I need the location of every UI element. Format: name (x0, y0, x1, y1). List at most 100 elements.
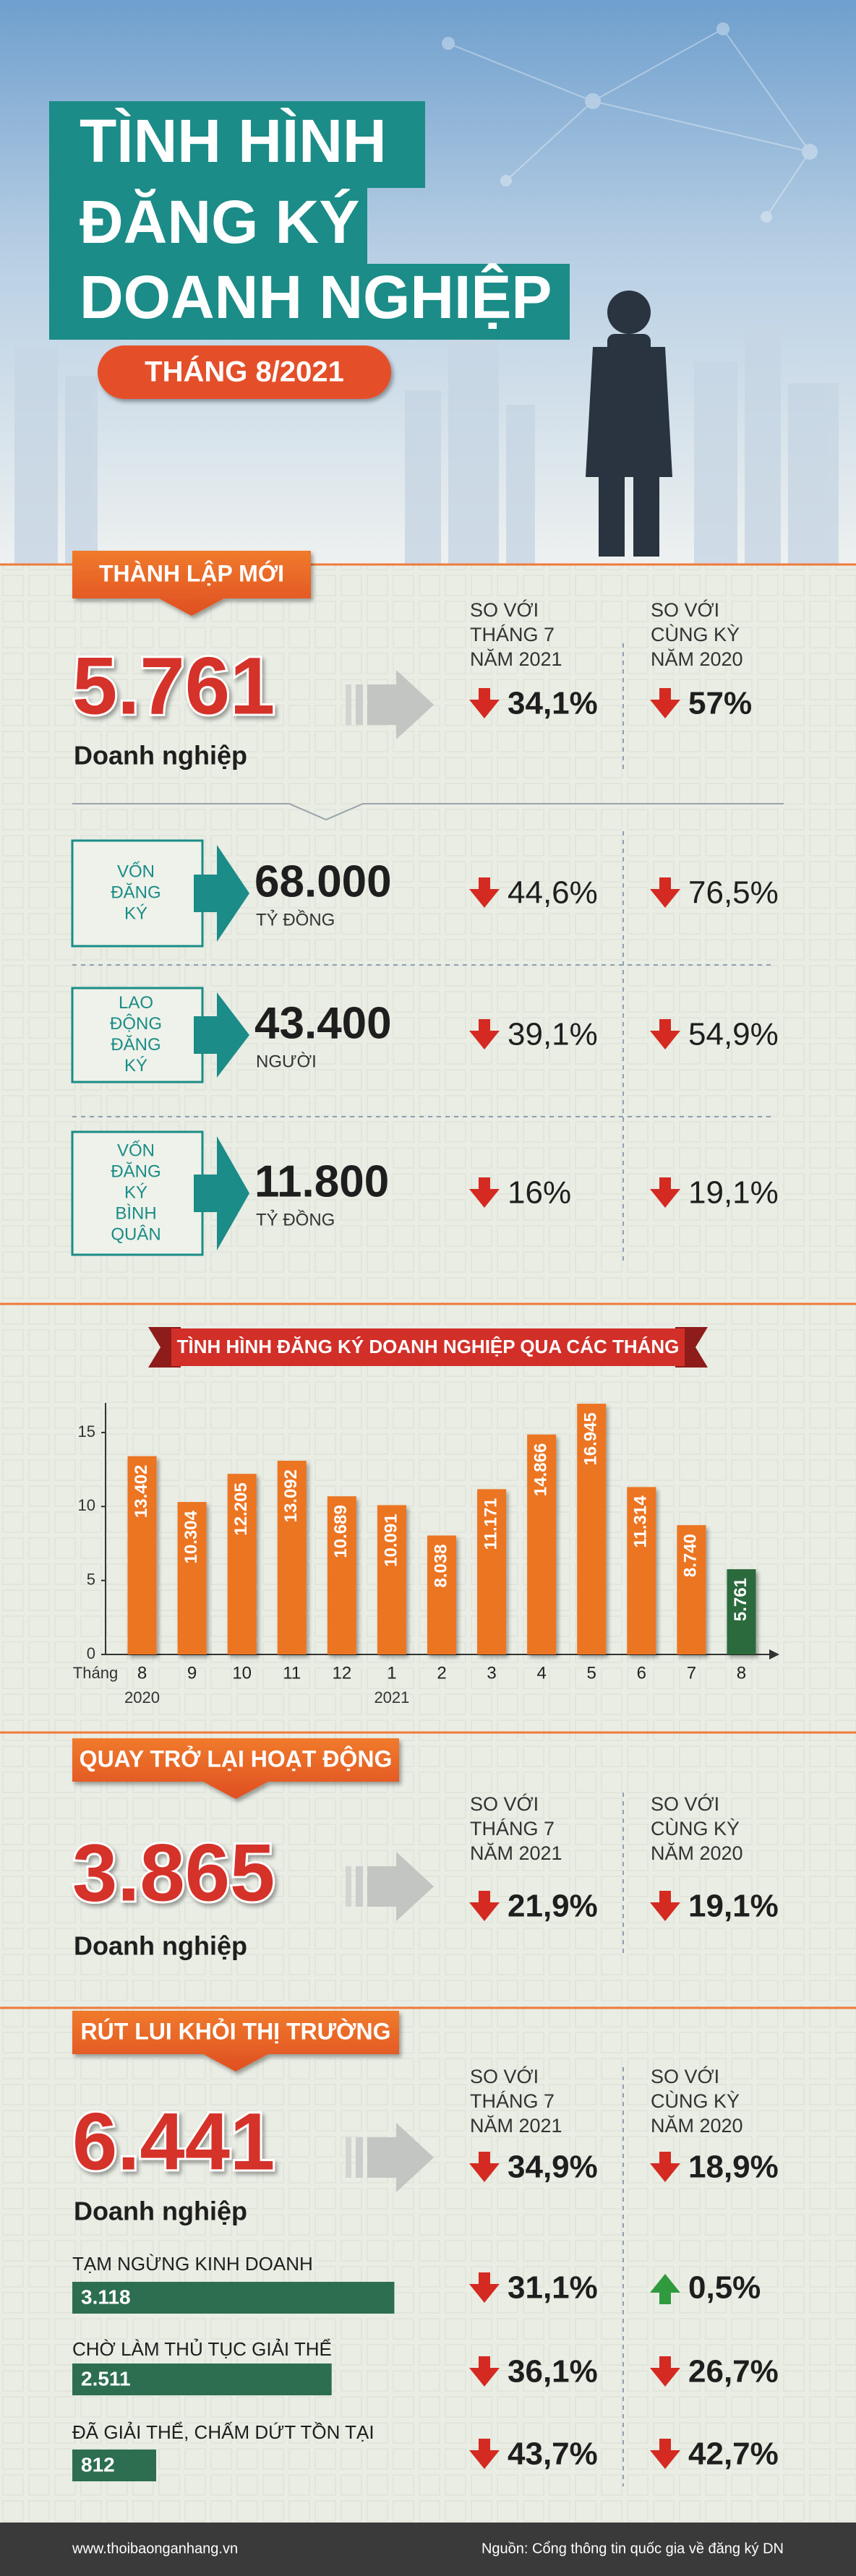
compare-header: CÙNG KỲ (651, 1817, 740, 1839)
gray-arrow-stripe (356, 2137, 363, 2178)
compare-header: THÁNG 7 (470, 2090, 555, 2112)
bar-value-label: 11.171 (481, 1498, 500, 1550)
detail-label: ĐĂNG (111, 1162, 160, 1181)
detail-label: QUÂN (111, 1224, 160, 1244)
change-value: 26,7% (688, 2354, 779, 2390)
section-banner (72, 1738, 399, 1799)
y-tick-label: 5 (87, 1570, 95, 1588)
detail-label: VỐN (117, 1140, 155, 1160)
bar (227, 1474, 257, 1654)
compare-header: SO VỚI (651, 2065, 719, 2087)
breakdown-label: ĐÃ GIẢI THỂ, CHẤM DỨT TỒN TẠI (72, 2421, 374, 2443)
period-pill (98, 345, 391, 399)
down-arrow (469, 1019, 500, 1049)
bar (377, 1505, 406, 1654)
y-tick-label: 10 (78, 1496, 95, 1514)
change-value: 31,1% (508, 2270, 598, 2306)
change-value: 34,9% (508, 2150, 598, 2185)
title-panel (49, 101, 570, 340)
change-value: 16% (508, 1175, 571, 1211)
x-tick-label: 9 (187, 1663, 197, 1683)
bar (127, 1456, 157, 1654)
change-value: 36,1% (508, 2354, 598, 2390)
detail-label: KÝ (124, 1182, 147, 1202)
headline-number: 5.761 (72, 641, 275, 731)
change-value: 44,6% (508, 875, 598, 911)
bar (177, 1502, 207, 1654)
period-label: THÁNG 8/2021 (145, 356, 344, 388)
change-value: 54,9% (688, 1017, 779, 1052)
compare-header: THÁNG 7 (470, 1818, 555, 1839)
bar-value-label: 12.205 (231, 1482, 251, 1535)
compare-header: SO VỚI (470, 598, 539, 621)
compare-header: SO VỚI (651, 598, 719, 621)
breakdown-value: 3.118 (81, 2285, 131, 2308)
down-arrow (469, 2272, 500, 2303)
detail-box (71, 1130, 204, 1256)
down-arrow (650, 1177, 680, 1208)
chevron-divider (72, 803, 784, 821)
compare-header: CÙNG KỲ (651, 623, 740, 645)
down-arrow (650, 1891, 680, 1921)
change-value: 21,9% (508, 1889, 598, 1924)
compare-header: NĂM 2020 (651, 2115, 743, 2137)
bar-value-label: 13.402 (132, 1465, 151, 1518)
down-arrow (650, 688, 680, 718)
headline-unit: Doanh nghiệp (74, 1931, 247, 1961)
down-arrow (469, 1177, 500, 1208)
bar (577, 1404, 607, 1654)
bar (727, 1569, 756, 1654)
detail-unit: TỶ ĐỒNG (256, 1208, 335, 1229)
change-value: 19,1% (688, 1175, 779, 1211)
down-arrow (469, 2152, 500, 2182)
x-tick-label: 10 (232, 1663, 252, 1683)
breakdown-value: 812 (81, 2453, 115, 2476)
section-banner (72, 551, 311, 616)
down-arrow (469, 2439, 500, 2469)
detail-arrow (194, 992, 249, 1078)
compare-header: NĂM 2021 (470, 1842, 562, 1864)
detail-label: BÌNH (115, 1203, 156, 1223)
title-line: ĐĂNG KÝ (80, 188, 359, 256)
x-tick-label: 8 (737, 1663, 746, 1683)
detail-label: KÝ (124, 1056, 147, 1076)
bar (327, 1496, 356, 1654)
footer-source: Nguồn: Cổng thông tin quốc gia về đăng k… (482, 2541, 784, 2556)
up-arrow (650, 2274, 680, 2304)
down-arrow (469, 877, 500, 908)
section-banner-label: QUAY TRỞ LẠI HOẠT ĐỘNG (80, 1746, 393, 1772)
bar-value-label: 10.689 (331, 1505, 351, 1558)
x-axis-arrow (769, 1649, 779, 1660)
row-separators (72, 831, 774, 1265)
breakdown-bar (72, 2450, 156, 2481)
chart-title: TÌNH HÌNH ĐĂNG KÝ DOANH NGHIỆP QUA CÁC T… (177, 1336, 680, 1357)
change-value: 39,1% (508, 1017, 598, 1052)
breakdown-label: CHỜ LÀM THỦ TỤC GIẢI THỂ (72, 2337, 332, 2360)
gray-arrow-stripe (346, 2137, 351, 2178)
gray-arrow (367, 670, 434, 739)
x-tick-label: 8 (137, 1663, 147, 1683)
breakdown-label: TẠM NGỪNG KINH DOANH (72, 2253, 313, 2275)
city-skyline (14, 325, 839, 564)
bar-value-label: 11.314 (631, 1495, 651, 1548)
title-line: DOANH NGHIỆP (80, 263, 552, 331)
detail-label: VỐN (117, 861, 155, 881)
change-value: 18,9% (688, 2150, 779, 2185)
compare-header: THÁNG 7 (470, 624, 555, 645)
network-decoration (442, 22, 818, 223)
title-line: TÌNH HÌNH (80, 107, 387, 175)
gray-arrow-stripe (356, 684, 363, 725)
bar (427, 1535, 456, 1654)
down-arrow (650, 877, 680, 908)
bar (477, 1489, 507, 1654)
detail-label: KÝ (124, 903, 147, 923)
section-separators (0, 563, 856, 2009)
bar (677, 1525, 706, 1654)
x-tick-label: 7 (687, 1663, 696, 1683)
detail-unit: NGƯỜI (256, 1052, 317, 1071)
down-arrow (469, 2356, 500, 2387)
gray-arrow-stripe (356, 1866, 363, 1907)
x-tick-label: 2 (437, 1663, 446, 1683)
x-tick-label: 11 (283, 1663, 301, 1683)
